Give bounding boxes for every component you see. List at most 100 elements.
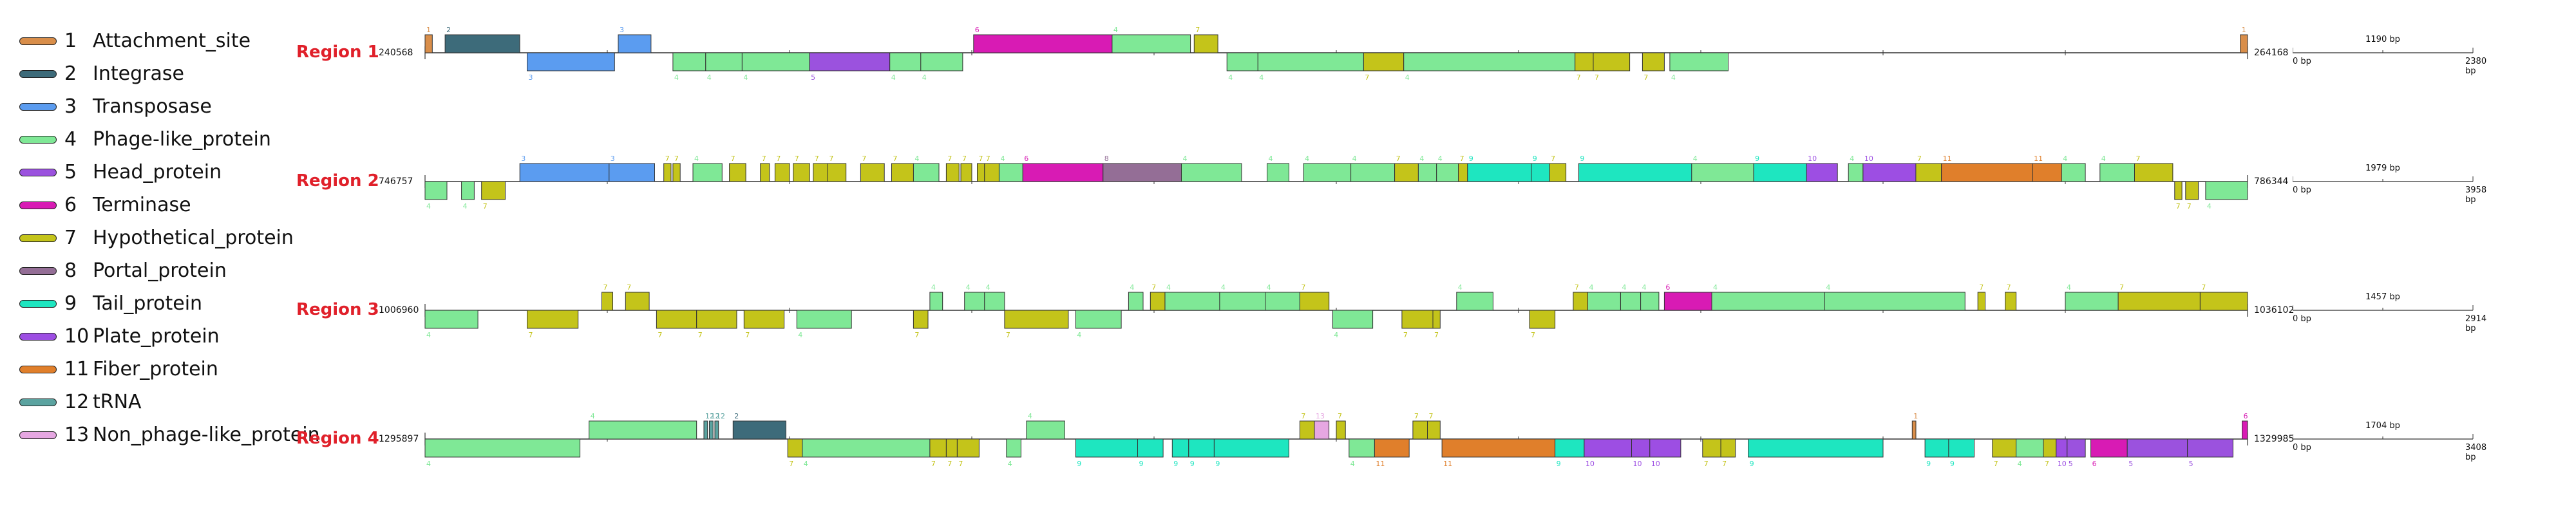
gene-label: 7 [2201,283,2206,292]
gene-label: 4 [2067,283,2071,292]
gene-label: 7 [658,331,662,339]
legend-number: 4 [64,128,77,151]
gene-label: 1 [2242,26,2246,34]
region-start-coordinate: 1295897 [379,434,419,444]
gene-box [1219,292,1266,311]
gene-box [929,438,947,458]
gene-label: 11 [1943,154,1952,163]
legend-number: 1 [64,30,77,52]
gene-label: 4 [1622,283,1627,292]
legend-number: 9 [64,292,77,315]
gene-box [1924,438,1949,458]
gene-label: 4 [1001,154,1005,163]
gene-box [1299,420,1315,440]
gene-label: 4 [2063,154,2067,163]
gene-box [2056,438,2068,458]
gene-label: 7 [914,331,919,339]
scale-bar: 1704 bp 0 bp 3408 bp [2293,421,2486,462]
gene-box [2205,181,2248,200]
gene-label: 7 [1643,73,1648,82]
legend-item: 1 Attachment_site [13,28,374,54]
gene-label: 7 [698,331,703,339]
gene-label: 7 [829,154,833,163]
legend-number: 6 [64,194,77,216]
gene-box [729,163,746,182]
scale-bar-label: 1190 bp [2365,35,2400,44]
gene-label: 4 [1008,460,1012,468]
gene-box [692,163,723,182]
gene-box [1663,292,1712,311]
gene-label: 11 [2034,154,2043,163]
gene-label: 4 [1713,283,1718,292]
legend-item: 8 Portal_protein [13,258,374,284]
gene-box [1427,420,1441,440]
gene-label: 4 [1077,331,1081,339]
gene-box [802,438,931,458]
gene-label: 7 [795,154,799,163]
gene-box [1977,292,1985,311]
gene-label: 7 [1994,460,1998,468]
gene-label: 9 [1173,460,1178,468]
gene-box [1753,163,1807,182]
gene-box [1075,310,1122,329]
gene-label: 5 [811,73,815,82]
gene-box [424,310,478,329]
scale-bar: 1190 bp 0 bp 2380 bp [2293,35,2487,76]
gene-label: 7 [986,154,990,163]
gene-box [1412,420,1428,440]
gene-label: 4 [1826,283,1830,292]
gene-label: 7 [947,460,952,468]
scale-bar-end: 3958 bp [2465,185,2487,205]
gene-label: 12 [711,412,720,420]
gene-box [2174,181,2183,200]
gene-label: 4 [1850,154,1854,163]
gene-label: 6 [1665,283,1670,292]
region-start-coordinate: 240568 [379,48,413,58]
gene-label: 9 [1215,460,1220,468]
gene-label: 8 [1104,154,1109,163]
gene-box [1181,163,1242,182]
scale-bar-end: 2380 bp [2465,57,2487,76]
legend-number: 7 [64,227,77,249]
gene-box [929,292,943,311]
gene-box [913,163,940,182]
gene-box [1992,438,2017,458]
gene-label: 1 [426,26,431,34]
gene-label: 9 [1557,460,1561,468]
region-4: Region 4 1295897 1329985 4 4 12 12 12 2 7 4 7 7 7 4 4 9 9… [0,0,2576,468]
gene-label: 7 [2119,283,2124,292]
gene-label: 4 [1228,73,1233,82]
legend-item: 2 Integrase [13,61,374,87]
gene-box [2117,292,2201,311]
scale-bar-start: 0 bp [2293,443,2311,453]
gene-label: 7 [1429,412,1434,420]
legend-swatch [19,431,57,439]
gene-box [2099,163,2136,182]
gene-box [1631,438,1651,458]
gene-box [1529,310,1556,329]
gene-box [1267,163,1289,182]
gene-label: 7 [1460,154,1464,163]
gene-label: 4 [1334,331,1338,339]
legend-number: 13 [64,424,90,446]
gene-box [1593,52,1631,71]
gene-box [705,52,743,71]
region-label: Region 4 [296,429,379,448]
gene-box [696,310,737,329]
gene-label: 4 [1259,73,1264,82]
legend-swatch [19,333,57,341]
gene-box [1257,52,1364,71]
gene-box [1806,163,1838,182]
gene-label: 4 [804,460,808,468]
gene-label: 4 [1269,154,1273,163]
gene-label: 1 [1913,412,1918,420]
gene-label: 7 [1006,331,1010,339]
gene-box [1642,52,1665,71]
gene-label: 4 [1130,283,1134,292]
gene-label: 7 [947,154,952,163]
gene-label: 7 [762,154,766,163]
gene-box [1188,438,1215,458]
legend-number: 12 [64,391,90,413]
gene-label: 4 [1028,412,1032,420]
